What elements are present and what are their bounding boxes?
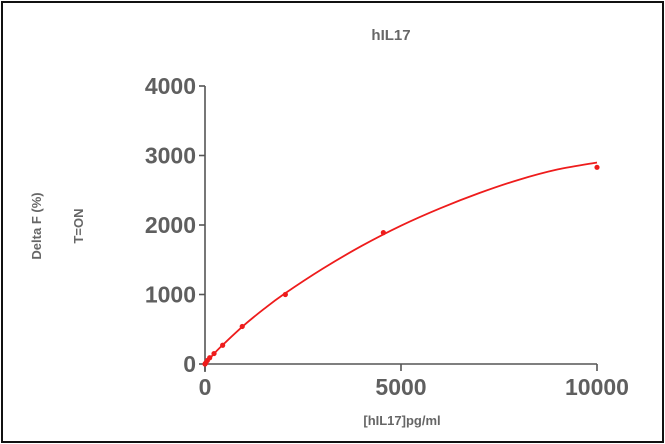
x-tick-label: 5000 — [375, 374, 426, 400]
y-tick-label: 3000 — [145, 143, 196, 169]
y-tick-label: 4000 — [145, 73, 196, 99]
fit-curve-group — [204, 161, 598, 365]
data-point — [380, 230, 386, 236]
data-point — [207, 355, 213, 361]
axes — [204, 86, 597, 372]
data-point — [282, 291, 288, 298]
y-tick-label: 1000 — [145, 282, 196, 308]
data-point — [220, 342, 226, 348]
y-ticks: 0 1000 2000 3000 4000 — [145, 73, 205, 377]
data-point — [594, 164, 600, 170]
data-point — [239, 323, 245, 330]
data-points — [202, 164, 600, 367]
data-point — [211, 350, 217, 357]
y-axis-label-secondary: T=ON — [71, 208, 86, 243]
fit-curve — [204, 161, 598, 365]
y-axis-labels: Delta F (%) T=ON — [29, 192, 86, 259]
x-axis-label: [hIL17]pg/ml — [363, 413, 440, 428]
y-tick-label: 0 — [183, 351, 196, 377]
y-tick-label: 2000 — [145, 212, 196, 238]
x-tick-label: 10000 — [565, 374, 629, 400]
chart-title: hIL17 — [371, 27, 410, 44]
y-axis-label: Delta F (%) — [29, 192, 44, 259]
x-tick-label: 0 — [199, 374, 212, 400]
x-ticks: 0 5000 10000 — [199, 364, 629, 400]
